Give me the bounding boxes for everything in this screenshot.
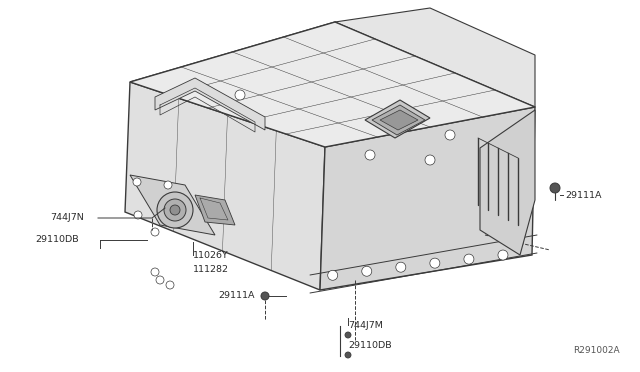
Text: 29111A: 29111A <box>565 190 602 199</box>
Circle shape <box>328 270 338 280</box>
Polygon shape <box>130 22 535 147</box>
Circle shape <box>235 90 245 100</box>
Text: 29111A: 29111A <box>218 292 255 301</box>
Text: R291002A: R291002A <box>573 346 620 355</box>
Text: 744J7N: 744J7N <box>50 214 84 222</box>
Circle shape <box>430 258 440 268</box>
Circle shape <box>156 276 164 284</box>
Polygon shape <box>335 8 535 107</box>
Circle shape <box>345 352 351 358</box>
Polygon shape <box>480 110 535 255</box>
Polygon shape <box>380 110 418 130</box>
Circle shape <box>362 266 372 276</box>
Polygon shape <box>365 100 430 138</box>
Circle shape <box>164 181 172 189</box>
Circle shape <box>464 254 474 264</box>
Circle shape <box>261 292 269 300</box>
Circle shape <box>157 192 193 228</box>
Text: 29110DB: 29110DB <box>35 235 79 244</box>
Text: 11026Y: 11026Y <box>193 250 228 260</box>
Circle shape <box>166 281 174 289</box>
Circle shape <box>345 332 351 338</box>
Circle shape <box>445 130 455 140</box>
Text: 29110DB: 29110DB <box>348 340 392 350</box>
Circle shape <box>133 178 141 186</box>
Circle shape <box>425 155 435 165</box>
Polygon shape <box>195 195 235 225</box>
Text: 744J7M: 744J7M <box>348 321 383 330</box>
Polygon shape <box>125 82 325 290</box>
Polygon shape <box>130 22 535 147</box>
Circle shape <box>164 199 186 221</box>
Polygon shape <box>372 105 425 135</box>
Circle shape <box>498 250 508 260</box>
Circle shape <box>365 150 375 160</box>
Circle shape <box>550 183 560 193</box>
Polygon shape <box>320 107 535 290</box>
Circle shape <box>151 228 159 236</box>
Text: 111282: 111282 <box>193 266 229 275</box>
Polygon shape <box>155 78 265 130</box>
Polygon shape <box>130 175 215 235</box>
Circle shape <box>170 205 180 215</box>
Circle shape <box>151 268 159 276</box>
Circle shape <box>396 262 406 272</box>
Circle shape <box>134 211 142 219</box>
